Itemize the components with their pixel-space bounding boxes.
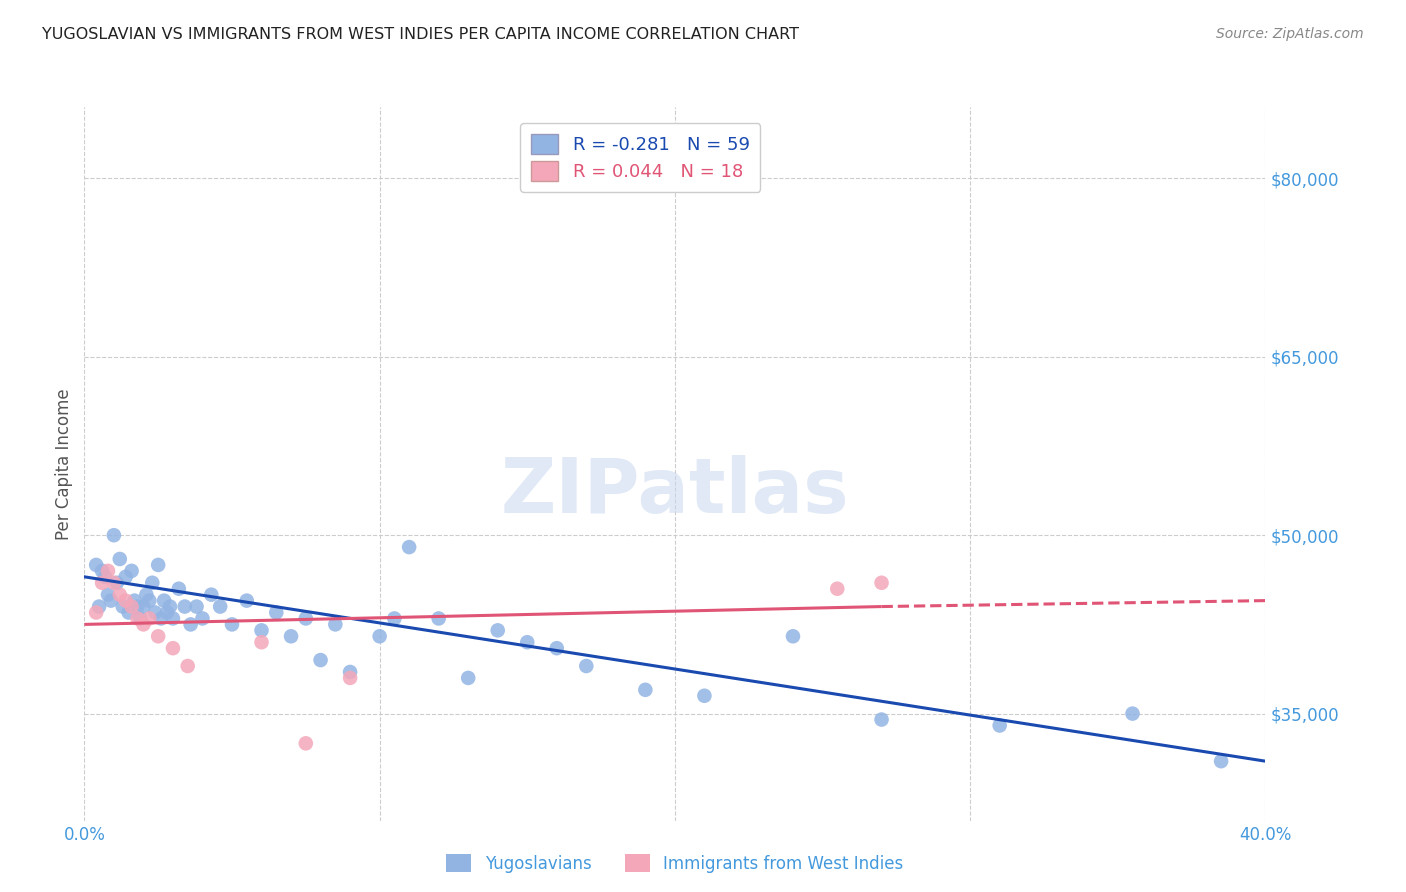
Point [1209,754,1232,768]
Point [191,611,214,625]
Point [124,593,146,607]
Point [159,599,181,614]
Point [988,718,1011,732]
Point [105,575,128,590]
Point [634,682,657,697]
Point [138,593,160,607]
Point [143,606,166,620]
Point [114,570,136,584]
Point [280,629,302,643]
Point [575,659,598,673]
Point [457,671,479,685]
Text: Source: ZipAtlas.com: Source: ZipAtlas.com [1216,27,1364,41]
Point [368,629,391,643]
Legend: R = -0.281   N = 59, R = 0.044   N = 18: R = -0.281 N = 59, R = 0.044 N = 18 [520,123,761,192]
Point [1122,706,1144,721]
Point [91,564,114,578]
Point [84,606,107,620]
Point [138,611,160,625]
Point [221,617,243,632]
Point [264,606,288,620]
Point [162,641,184,656]
Point [121,564,143,578]
Point [129,611,152,625]
Point [150,611,173,625]
Text: ZIPatlas: ZIPatlas [501,456,849,529]
Point [323,617,347,632]
Point [516,635,538,649]
Point [827,582,849,596]
Point [108,552,131,566]
Point [97,588,120,602]
Point [382,611,406,625]
Point [177,659,200,673]
Point [486,624,509,638]
Point [89,599,111,614]
Point [132,599,155,614]
Point [339,665,361,679]
Point [118,606,141,620]
Point [546,641,568,656]
Point [141,575,163,590]
Point [162,611,184,625]
Point [97,564,120,578]
Point [427,611,450,625]
Point [200,588,222,602]
Point [180,617,202,632]
Y-axis label: Per Capita Income: Per Capita Income [55,388,73,540]
Point [135,588,157,602]
Point [111,599,134,614]
Point [94,570,117,584]
Point [84,558,107,572]
Point [103,575,125,590]
Point [148,629,170,643]
Point [339,671,361,685]
Point [153,593,176,607]
Point [870,575,893,590]
Point [295,736,318,750]
Point [250,635,273,649]
Point [186,599,208,614]
Point [148,558,170,572]
Point [236,593,259,607]
Point [127,599,149,614]
Text: YUGOSLAVIAN VS IMMIGRANTS FROM WEST INDIES PER CAPITA INCOME CORRELATION CHART: YUGOSLAVIAN VS IMMIGRANTS FROM WEST INDI… [42,27,799,42]
Point [693,689,716,703]
Point [309,653,332,667]
Point [295,611,318,625]
Point [114,593,136,607]
Point [167,582,190,596]
Point [100,593,122,607]
Point [156,606,179,620]
Point [173,599,195,614]
Point [250,624,273,638]
Point [103,528,125,542]
Point [91,575,114,590]
Point [870,713,893,727]
Point [132,617,155,632]
Point [398,540,420,554]
Point [108,588,131,602]
Point [121,599,143,614]
Point [209,599,232,614]
Point [127,611,149,625]
Point [782,629,804,643]
Legend: Yugoslavians, Immigrants from West Indies: Yugoslavians, Immigrants from West Indie… [440,847,910,880]
